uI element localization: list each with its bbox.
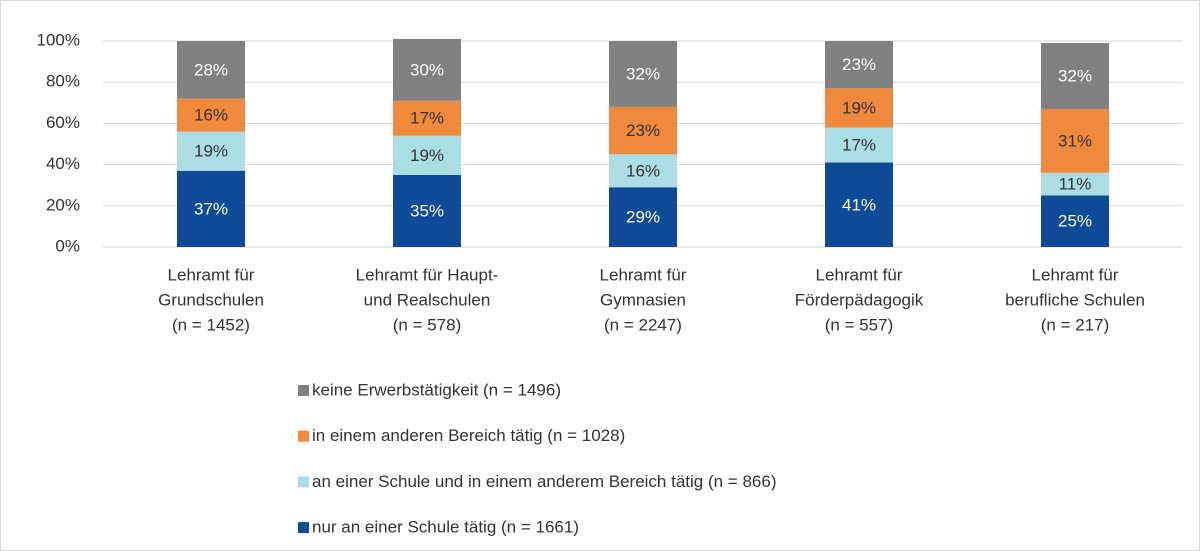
data-label: 16% [194, 106, 228, 125]
x-tick-label: Lehramt für [600, 265, 687, 284]
bar-segment [1041, 43, 1109, 109]
x-tick-label: und Realschulen [364, 290, 491, 309]
x-tick-label: Lehramt für [1032, 265, 1119, 284]
data-label: 23% [626, 121, 660, 140]
x-tick-label: Gymnasien [600, 290, 686, 309]
bar-segment [1041, 195, 1109, 247]
data-label: 41% [842, 195, 876, 214]
x-tick-label: (n = 578) [393, 315, 462, 334]
x-tick-label: (n = 1452) [172, 315, 250, 334]
x-tick-label: Grundschulen [158, 290, 264, 309]
data-label: 28% [194, 60, 228, 79]
x-tick-label: (n = 557) [825, 315, 894, 334]
bar-segment [393, 38, 461, 101]
bar-segment [609, 187, 677, 247]
bar-segment [393, 135, 461, 175]
bar-segment [1041, 108, 1109, 173]
y-tick-label: 40% [46, 154, 80, 173]
legend-label: nur an einer Schule tätig (n = 1661) [312, 518, 579, 537]
bar-segment [177, 131, 245, 171]
legend-label: keine Erwerbstätigkeit (n = 1496) [312, 380, 561, 399]
data-label: 30% [410, 60, 444, 79]
y-tick-label: 100% [37, 30, 80, 49]
x-tick-label: Förderpädagogik [795, 290, 924, 309]
data-label: 31% [1058, 131, 1092, 150]
data-label: 19% [410, 146, 444, 165]
data-label: 16% [626, 161, 660, 180]
bar-segment [393, 100, 461, 136]
data-label: 37% [194, 199, 228, 218]
x-tick-label: Lehramt für [168, 265, 255, 284]
data-label: 17% [842, 136, 876, 155]
bar-segment [825, 88, 893, 128]
data-label: 29% [626, 208, 660, 227]
data-label: 32% [1058, 67, 1092, 86]
x-tick-label: berufliche Schulen [1005, 290, 1145, 309]
legend-swatch [298, 430, 309, 442]
x-tick-label: Lehramt für [816, 265, 903, 284]
bar-segment [825, 127, 893, 163]
x-tick-label: (n = 217) [1041, 315, 1110, 334]
y-tick-label: 60% [46, 113, 80, 132]
legend-label: in einem anderen Bereich tätig (n = 1028… [312, 426, 625, 445]
legend-label: an einer Schule und in einem anderem Ber… [312, 472, 776, 491]
y-tick-label: 0% [55, 236, 80, 255]
legend-swatch [298, 522, 309, 534]
data-label: 19% [842, 98, 876, 117]
bar-segment [177, 98, 245, 132]
bar-segment [393, 174, 461, 247]
x-tick-label: Lehramt für Haupt- [356, 265, 499, 284]
y-tick-label: 20% [46, 195, 80, 214]
data-label: 17% [410, 109, 444, 128]
bar-segment [609, 106, 677, 155]
bar-segment [609, 154, 677, 188]
data-label: 25% [1058, 212, 1092, 231]
bar-segment [1041, 172, 1109, 196]
bar-segment [177, 41, 245, 99]
data-label: 11% [1059, 175, 1092, 194]
legend-swatch [298, 476, 309, 488]
data-label: 19% [194, 142, 228, 161]
bar-segment [825, 41, 893, 89]
bar-segment [177, 170, 245, 247]
bar-segment [825, 162, 893, 247]
y-tick-label: 80% [46, 72, 80, 91]
data-label: 32% [626, 64, 660, 83]
legend-swatch [298, 385, 309, 396]
data-label: 35% [410, 201, 444, 220]
x-tick-label: (n = 2247) [604, 315, 682, 334]
bar-segment [609, 41, 677, 107]
data-label: 23% [842, 55, 876, 74]
